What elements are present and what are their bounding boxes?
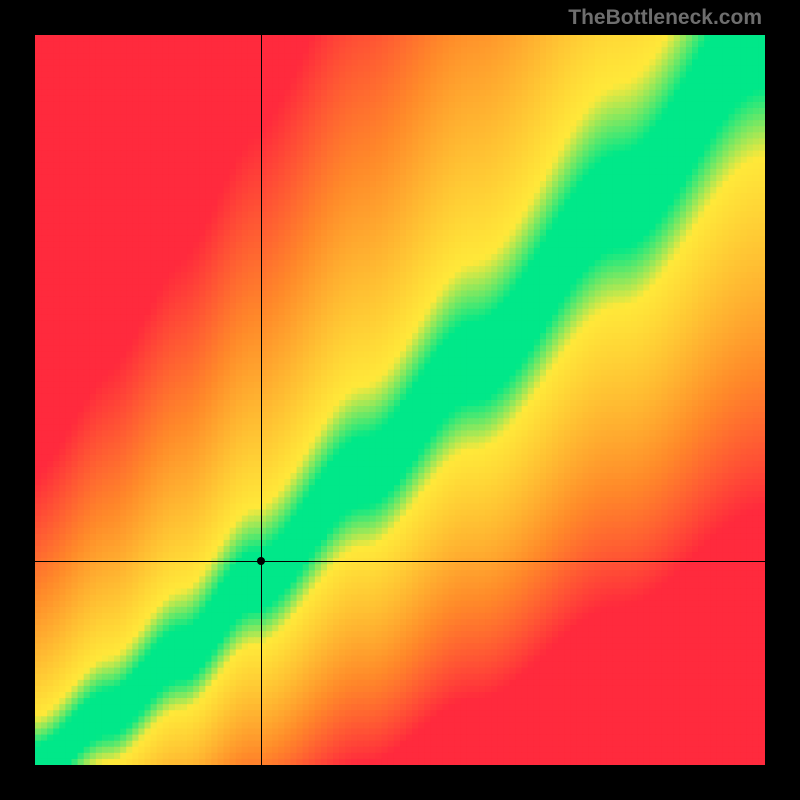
heatmap-canvas [35,35,765,765]
watermark-text: TheBottleneck.com [568,6,762,30]
heatmap-plot [35,35,765,765]
crosshair-vertical [261,35,262,765]
crosshair-marker-dot [257,557,265,565]
outer-black-frame: TheBottleneck.com [0,0,800,800]
crosshair-horizontal [35,561,765,562]
